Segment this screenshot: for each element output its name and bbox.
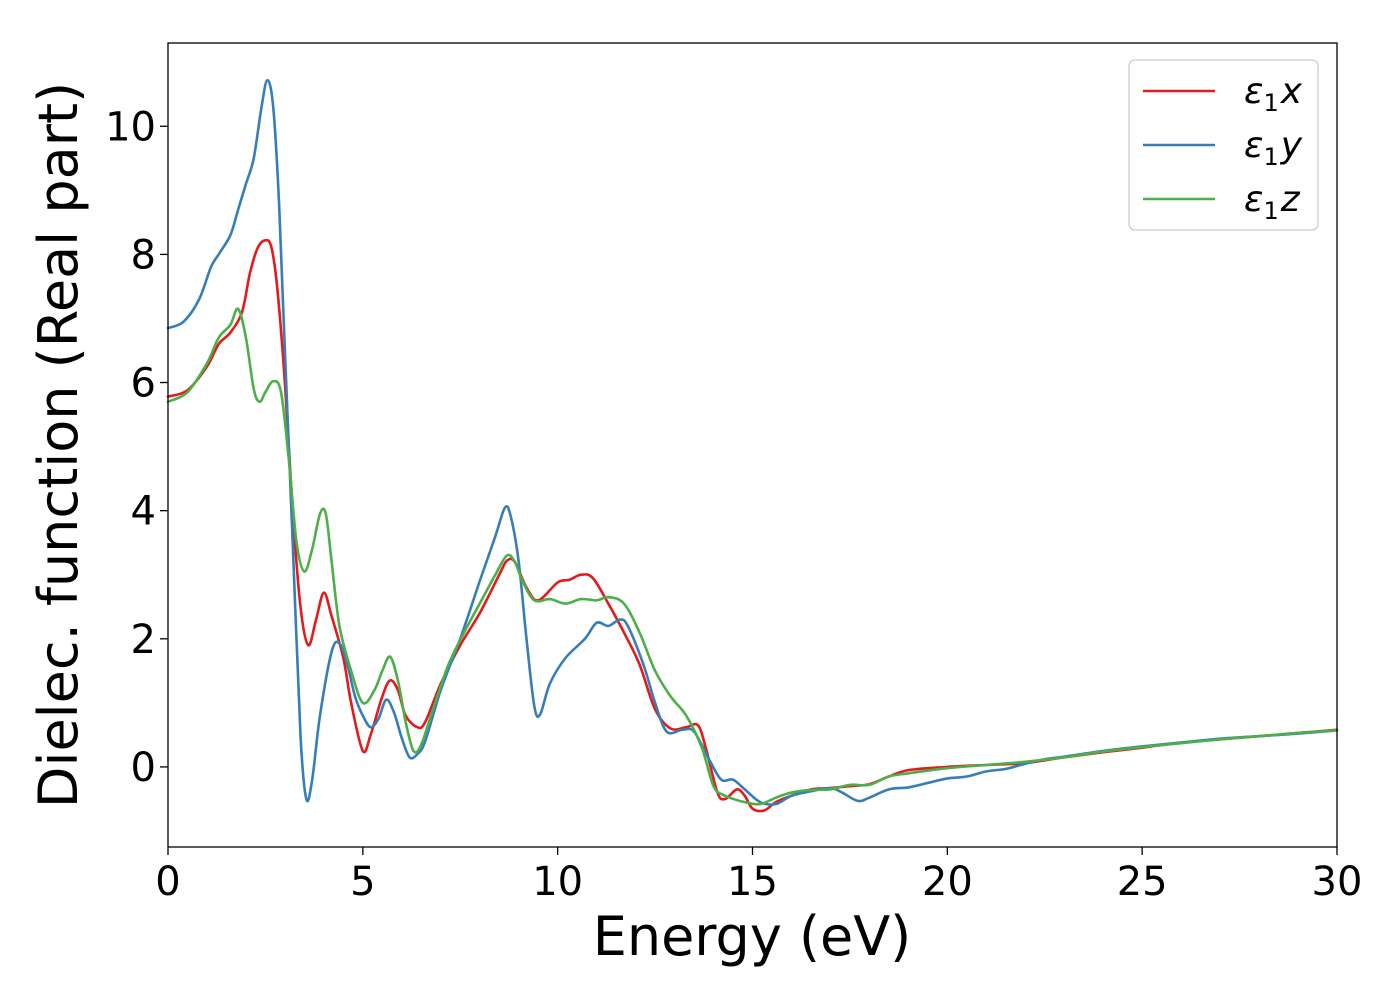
- y-tick-label: 8: [131, 232, 156, 278]
- y-axis-ticks: 0 2 4 6 8 10: [105, 104, 168, 791]
- x-tick-label: 10: [532, 859, 583, 905]
- legend-label-y: ε1y: [1244, 125, 1303, 171]
- legend: ε1x ε1y ε1z: [1128, 59, 1319, 231]
- legend-label-z: ε1z: [1244, 179, 1301, 225]
- x-axis-ticks: 0 5 10 15 20 25 30: [155, 847, 1362, 905]
- x-tick-label: 0: [155, 859, 180, 905]
- x-tick-label: 30: [1312, 859, 1363, 905]
- legend-box: [1128, 59, 1319, 231]
- y-tick-label: 10: [105, 104, 156, 150]
- x-tick-label: 25: [1117, 859, 1168, 905]
- series-layer: [166, 78, 1339, 813]
- y-tick-label: 2: [131, 617, 156, 663]
- legend-label-x: ε1x: [1244, 71, 1303, 117]
- series-line-y: [166, 78, 1339, 806]
- x-axis-title: Energy (eV): [593, 905, 912, 968]
- x-tick-label: 5: [350, 859, 375, 905]
- x-tick-label: 20: [922, 859, 973, 905]
- y-axis-title: Dielec. function (Real part): [27, 82, 90, 808]
- x-tick-label: 15: [727, 859, 778, 905]
- y-tick-label: 6: [131, 361, 156, 407]
- y-tick-label: 0: [131, 745, 156, 791]
- series-line-z: [166, 307, 1339, 806]
- y-tick-label: 4: [131, 489, 156, 535]
- series-line-x: [166, 238, 1339, 813]
